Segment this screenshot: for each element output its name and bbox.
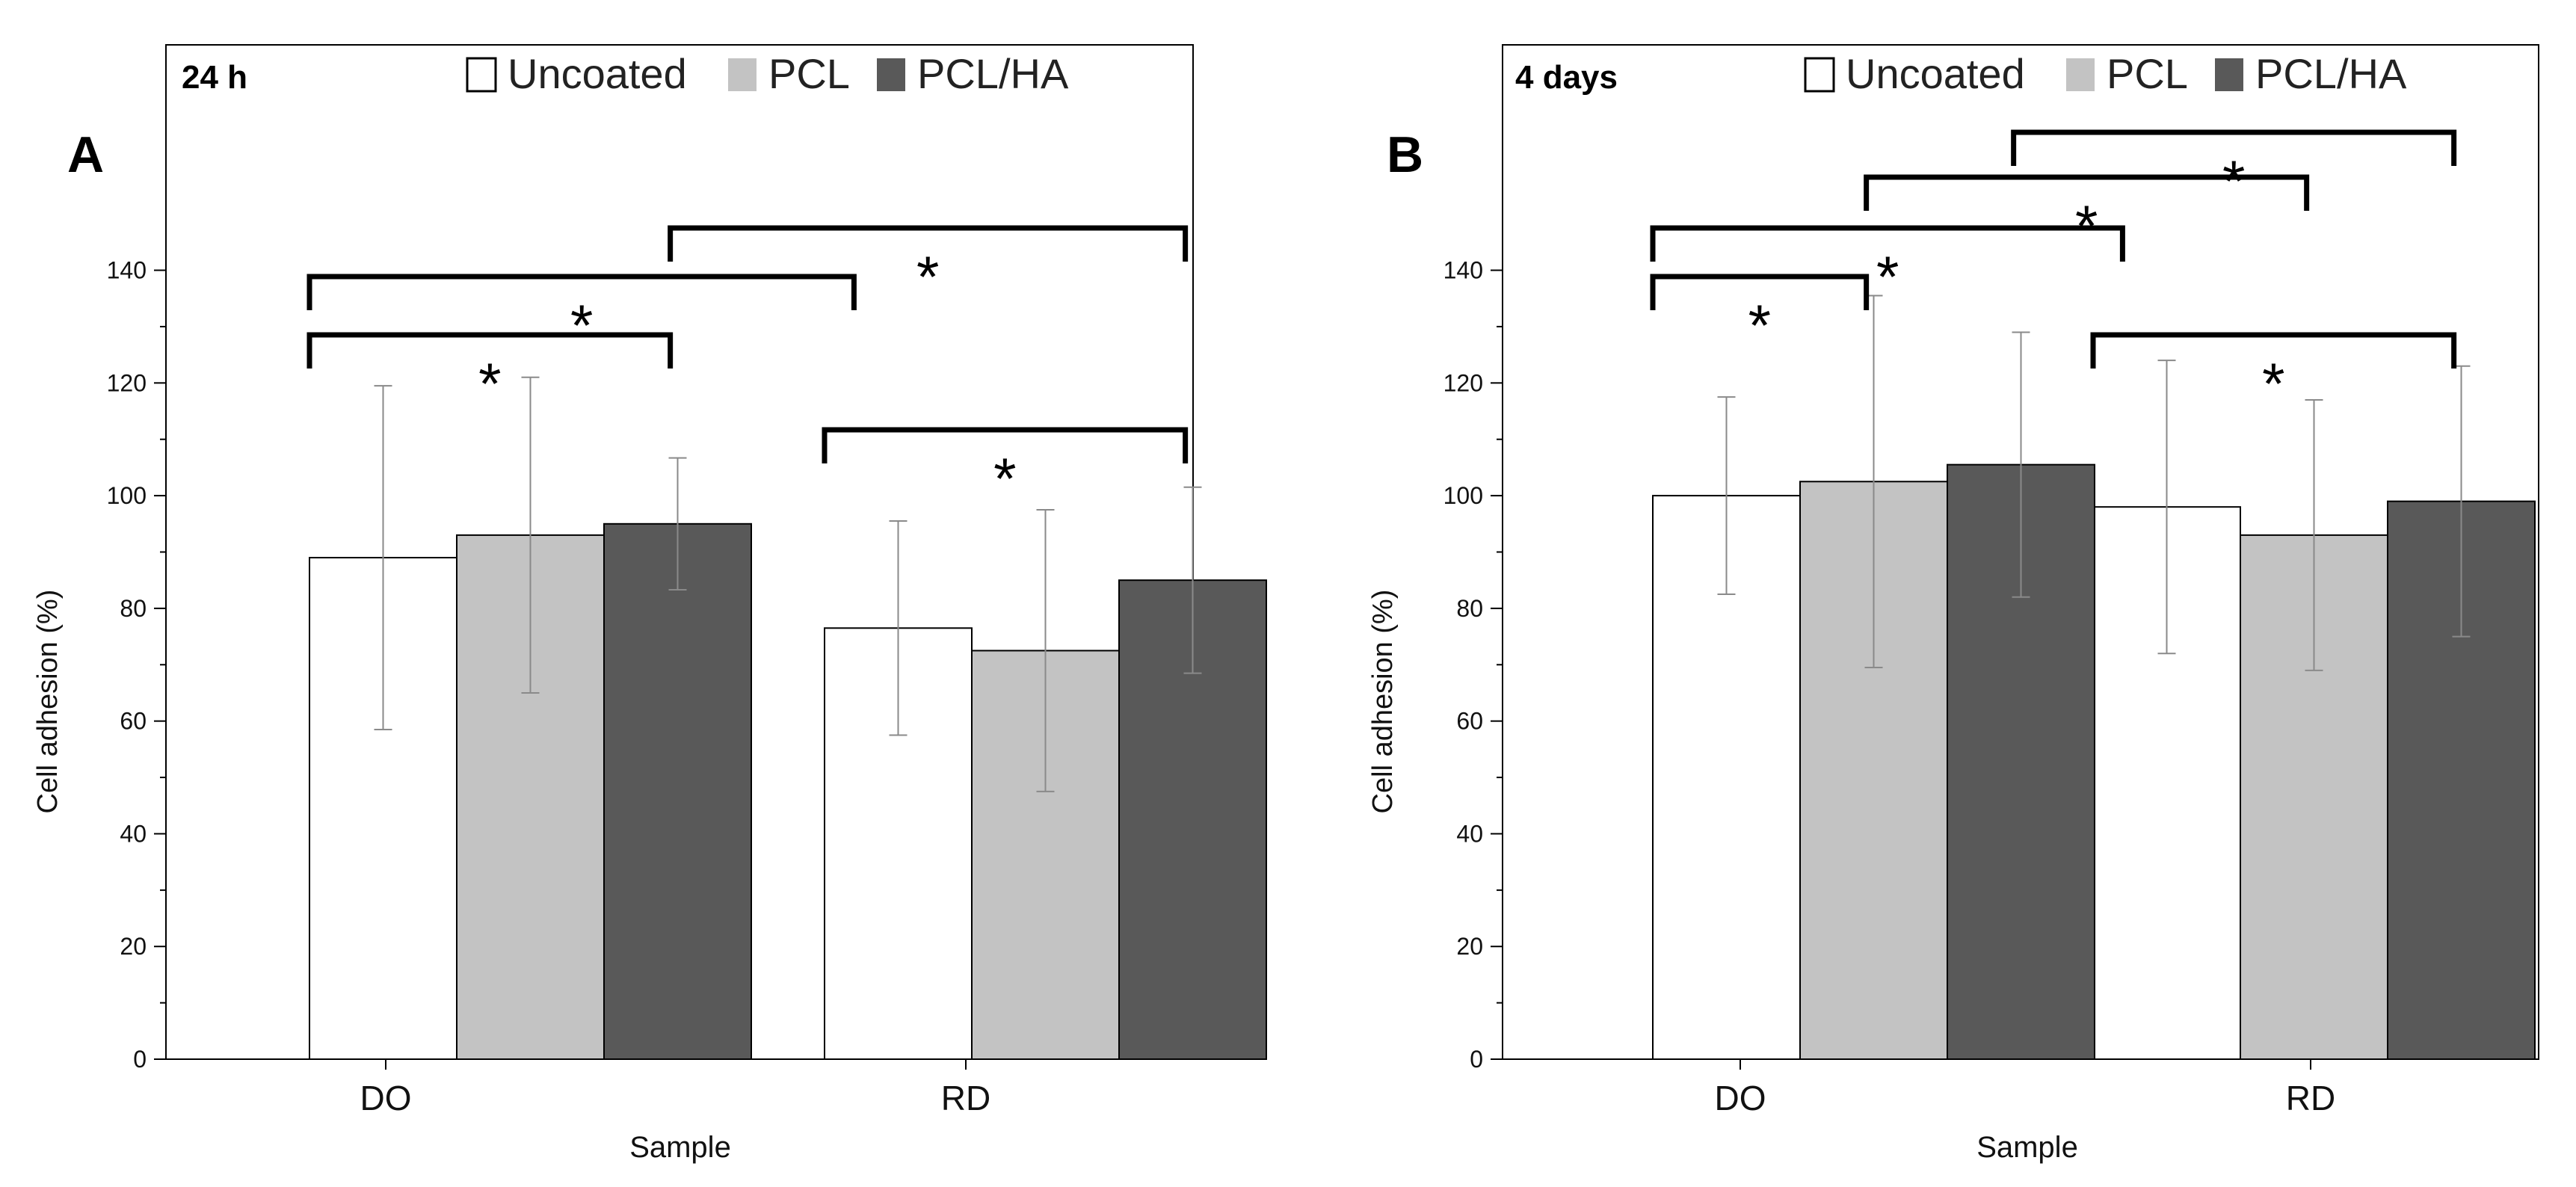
legend-swatch [2066,58,2095,91]
y-tick-label: 0 [133,1046,147,1073]
legend-swatch [728,58,757,91]
y-tick-label: 80 [1456,595,1483,622]
bracket-line [306,274,857,310]
x-axis-label: Sample [1976,1131,2078,1164]
significance-star: * [570,292,593,358]
panel-b: 0 20 40 60 80 100 120 140 DO RD Sample Cell adhesio… [1367,44,2539,1164]
x-tick-label: DO [1715,1079,1766,1117]
legend-swatch [1804,57,1835,93]
y-tick-label: 100 [1443,482,1483,509]
panel-letter: A [67,126,104,183]
legend-item-uncoated: Uncoated [466,50,687,97]
significance-bracket: * [822,427,1189,511]
bar-do-pcl-ha [603,522,752,1060]
significance-bracket: * [306,332,674,416]
legend-label: PCL [2107,50,2188,97]
y-tick-label: 40 [120,820,147,847]
significance-star: * [1876,244,1899,309]
panel-a: 0 20 40 60 80 100 120 140 DO RD Sample Cell adhesio… [32,44,1267,1164]
significance-bracket: * [1864,174,2310,259]
bracket-line [2090,332,2457,369]
y-tick-label: 140 [107,257,147,284]
y-tick-label: 120 [107,369,147,396]
legend-item-pcl: PCL [728,50,850,97]
y-axis-label: Cell adhesion (%) [1367,590,1399,814]
y-tick-label: 20 [1456,933,1483,960]
significance-star: * [2222,148,2245,214]
y-tick-label: 40 [1456,820,1483,847]
significance-bracket: * [1650,274,1870,358]
panel-title: 24 h [182,59,247,96]
significance-star: * [2075,193,2098,259]
x-tick-label: RD [2286,1079,2335,1117]
legend-label: Uncoated [508,50,687,97]
panel-letter: B [1387,126,1423,183]
y-tick-label: 20 [120,933,147,960]
significance-bracket: * [306,274,857,358]
bracket-line [1650,274,1870,310]
legend-swatch [877,58,905,91]
bracket-line [1864,174,2310,211]
x-axis-label: Sample [629,1131,731,1164]
significance-star: * [916,244,939,309]
legend-swatch [466,57,497,93]
bracket-line [306,332,674,369]
x-tick-label: RD [941,1079,990,1117]
x-tick-label: DO [360,1079,412,1117]
y-tick-label: 100 [107,482,147,509]
significance-star: * [2262,351,2284,416]
bracket-line [2011,129,2457,166]
y-tick-label: 60 [120,708,147,735]
significance-bracket: * [1650,225,2125,309]
y-tick-label: 80 [120,595,147,622]
significance-bracket: * [2090,332,2457,416]
legend-swatch [2215,58,2243,91]
y-tick-label: 140 [1443,257,1483,284]
legend-item-uncoated: Uncoated [1804,50,2025,97]
significance-star: * [478,351,501,416]
y-tick-label: 0 [1470,1046,1483,1073]
legend-item-pcl: PCL [2066,50,2188,97]
legend-item-pcl-ha: PCL/HA [2215,50,2407,97]
y-tick-label: 120 [1443,369,1483,396]
legend-item-pcl-ha: PCL/HA [877,50,1069,97]
significance-bracket: * [668,225,1189,309]
bracket-line [1650,225,2125,262]
legend-label: PCL/HA [917,50,1069,97]
y-axis-label: Cell adhesion (%) [32,590,64,814]
y-tick-label: 60 [1456,708,1483,735]
legend-label: Uncoated [1846,50,2025,97]
bracket-line [668,225,1189,262]
significance-bracket: * [2011,129,2457,214]
legend-label: PCL [768,50,850,97]
bracket-line [822,427,1189,463]
legend-label: PCL/HA [2255,50,2407,97]
significance-star: * [993,445,1016,511]
significance-star: * [1748,292,1771,358]
panel-title: 4 days [1515,59,1618,96]
